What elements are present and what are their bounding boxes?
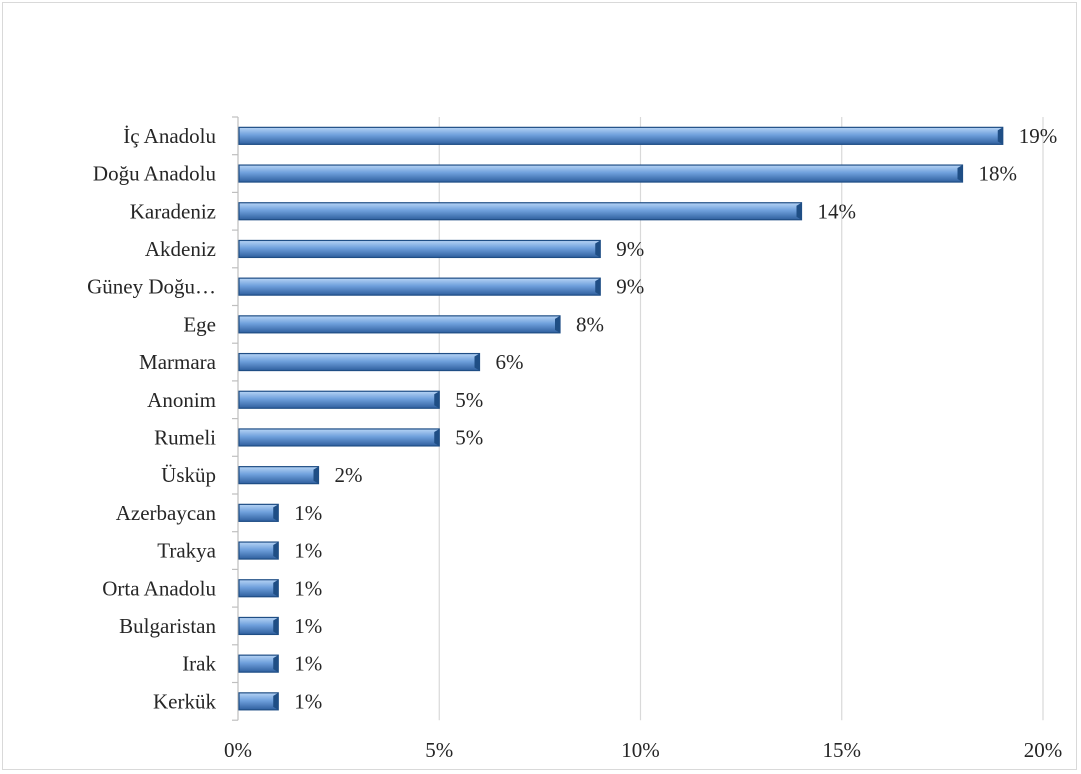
category-label: Karadeniz <box>130 199 216 223</box>
x-tick-label: 5% <box>425 738 453 762</box>
value-label: 1% <box>294 652 322 676</box>
bar-bevel <box>474 353 480 371</box>
value-label: 1% <box>294 576 322 600</box>
value-labels: 19%18% 14% 9% 9% 8% 6% 5% 5% 2% 1% 1% 1% 1% 1% 1% <box>294 124 1058 713</box>
value-label: 19% <box>1019 124 1058 148</box>
category-label: Güney Doğu… <box>87 275 216 299</box>
value-label: 9% <box>616 275 644 299</box>
value-label: 18% <box>979 162 1018 186</box>
bar <box>238 692 279 711</box>
bar-bevel <box>555 315 560 333</box>
bar-bevel <box>997 127 1003 145</box>
category-label: Rumeli <box>154 425 216 449</box>
bar-bevel <box>273 542 279 560</box>
bar-bevel <box>273 504 279 522</box>
bar-bevel <box>273 655 279 673</box>
bar-bevel <box>273 579 279 597</box>
bar-body <box>238 541 279 560</box>
bar-body <box>238 692 279 711</box>
bar <box>238 352 481 372</box>
bar-body <box>238 315 561 334</box>
value-label: 1% <box>294 614 322 638</box>
bar-body <box>238 428 440 447</box>
bar <box>238 277 601 296</box>
value-label: 1% <box>294 689 322 713</box>
bar-bevel <box>796 202 802 220</box>
bar <box>238 428 440 447</box>
category-label: Doğu Anadolu <box>93 162 217 186</box>
bar-body <box>238 277 601 296</box>
value-label: 1% <box>294 539 322 563</box>
bar-bevel <box>957 165 963 183</box>
bar <box>238 503 279 522</box>
bar <box>238 126 1004 145</box>
bar <box>238 579 279 598</box>
bar <box>238 541 279 560</box>
x-tick-label: 10% <box>621 738 660 762</box>
category-label: Bulgaristan <box>119 614 216 638</box>
value-label: 14% <box>818 199 857 223</box>
bar-body <box>238 352 481 372</box>
bar-body <box>238 579 279 598</box>
category-labels: İç Anadolu Doğu Anadolu Karadeniz Akdeniz Gü… <box>87 124 217 713</box>
category-label: Marmara <box>139 350 217 374</box>
category-label: Kerkük <box>153 689 216 713</box>
category-label: İç Anadolu <box>123 124 216 148</box>
category-label: Azerbaycan <box>116 501 217 525</box>
bar-body <box>238 654 279 673</box>
value-label: 5% <box>455 388 483 412</box>
bars <box>238 126 1004 711</box>
category-label: Trakya <box>157 539 216 563</box>
value-label: 6% <box>496 350 524 374</box>
x-tick-label: 15% <box>823 738 862 762</box>
bar-bevel <box>313 466 319 484</box>
bar-bevel <box>595 278 601 296</box>
bar-bevel <box>434 428 440 446</box>
category-label: Orta Anadolu <box>102 576 216 600</box>
category-label: Akdeniz <box>145 237 216 261</box>
category-label: Irak <box>182 652 216 676</box>
bar-body <box>238 616 279 636</box>
bar-body <box>238 126 1004 145</box>
bar <box>238 654 279 673</box>
category-label: Ege <box>183 312 216 336</box>
x-axis-tick-labels: 0% 5% 10% 15% 20% <box>224 738 1062 762</box>
value-label: 1% <box>294 501 322 525</box>
bar-body <box>238 390 440 409</box>
value-label: 9% <box>616 237 644 261</box>
value-label: 5% <box>455 425 483 449</box>
bar <box>238 239 601 259</box>
bar-body <box>238 503 279 522</box>
bar-bevel <box>595 240 601 258</box>
bar <box>238 390 440 409</box>
value-label: 2% <box>335 463 363 487</box>
bar <box>238 202 803 221</box>
y-axis <box>232 116 239 721</box>
bar-bevel <box>273 692 279 710</box>
bar <box>238 466 320 485</box>
x-tick-label: 0% <box>224 738 252 762</box>
bar-body <box>238 164 964 183</box>
category-label: Üsküp <box>161 463 216 487</box>
x-tick-label: 20% <box>1024 738 1063 762</box>
bar <box>238 315 561 334</box>
category-label: Anonim <box>147 388 216 412</box>
bar-body <box>238 239 601 259</box>
bar <box>238 616 279 636</box>
bar <box>238 164 964 183</box>
bar-body <box>238 466 320 485</box>
bar-bevel <box>434 391 440 409</box>
value-label: 8% <box>576 312 604 336</box>
bar-body <box>238 202 803 221</box>
bar-bevel <box>273 617 279 635</box>
